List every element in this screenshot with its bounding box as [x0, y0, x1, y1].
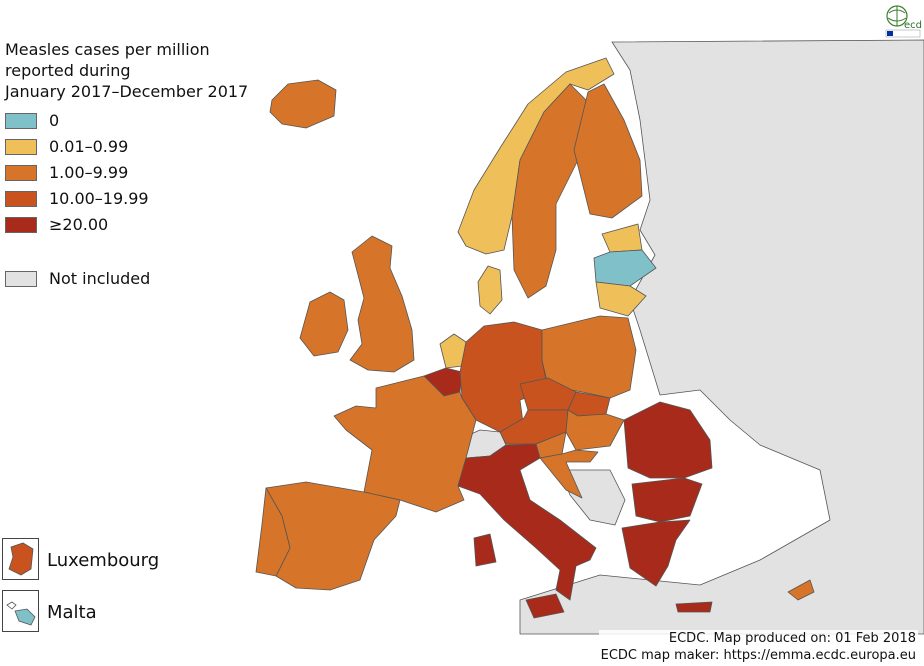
country-portugal: [255, 487, 291, 577]
country-estonia: [601, 223, 643, 253]
country-denmark: [477, 265, 503, 315]
country-italy: [525, 593, 565, 619]
country-united-kingdom: [349, 235, 415, 373]
country-finland: [573, 83, 643, 219]
ecdc-logo: ecdc: [885, 5, 922, 38]
legend-swatch: [5, 271, 37, 287]
country-cyprus: [787, 579, 815, 601]
country-croatia: [539, 449, 599, 499]
country-norway: [457, 57, 615, 255]
inset-malta: [2, 590, 39, 632]
legend-label: ≥20.00: [49, 215, 109, 234]
title-line: reported during: [5, 61, 131, 80]
legend-swatch: [5, 191, 37, 207]
legend-swatch: [5, 165, 37, 181]
legend-item: 10.00–19.99: [5, 189, 265, 209]
legend-item: 1.00–9.99: [5, 163, 265, 183]
title-line: Measles cases per million: [5, 40, 210, 59]
legend-label: 0.01–0.99: [49, 137, 129, 156]
legend-item: 0: [5, 111, 265, 131]
legend-item-not-included: Not included: [5, 269, 265, 289]
country-non-eu-territory: [519, 39, 924, 635]
luxembourg-shape: [8, 542, 34, 576]
inset-label-luxembourg: Luxembourg: [47, 550, 160, 571]
legend-label: 0: [49, 111, 60, 130]
map-credits: ECDC. Map produced on: 01 Feb 2018 ECDC …: [598, 630, 918, 664]
title-line: January 2017–December 2017: [5, 82, 249, 101]
legend-swatch: [5, 113, 37, 129]
legend-swatch: [5, 217, 37, 233]
country-bulgaria: [631, 477, 703, 523]
legend-label: 10.00–19.99: [49, 189, 149, 208]
map-title: Measles cases per million reported durin…: [5, 39, 305, 102]
logo-text: ecdc: [904, 20, 922, 31]
country-iceland: [269, 79, 337, 129]
country-hungary: [565, 409, 625, 451]
legend-item: 0.01–0.99: [5, 137, 265, 157]
credit-line: ECDC map maker: https://emma.ecdc.europa…: [600, 648, 916, 663]
country-ireland: [299, 291, 349, 357]
inset-luxembourg: [2, 538, 39, 580]
country-non-eu-territory: [559, 469, 626, 526]
malta-shape: [6, 601, 36, 626]
country-lithuania: [595, 281, 647, 317]
inset-label-malta: Malta: [47, 602, 97, 623]
country-poland: [541, 315, 637, 399]
country-sweden: [511, 83, 587, 299]
legend-swatch: [5, 139, 37, 155]
legend-label: Not included: [49, 269, 151, 288]
country-italy: [473, 533, 497, 567]
legend-label: 1.00–9.99: [49, 163, 129, 182]
country-france: [333, 375, 477, 513]
country-greece: [621, 519, 691, 587]
legend-item: ≥20.00: [5, 215, 265, 235]
country-greece: [675, 601, 713, 613]
credit-line: ECDC. Map produced on: 01 Feb 2018: [668, 631, 916, 646]
country-romania: [623, 401, 713, 479]
country-italy: [457, 443, 597, 601]
